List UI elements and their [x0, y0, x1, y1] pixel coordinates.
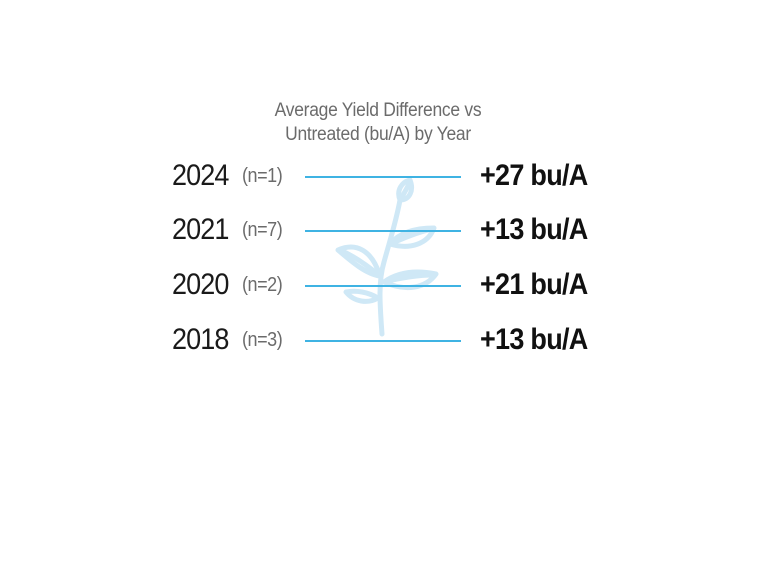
- row-yield-value: +13 bu/A: [480, 213, 588, 246]
- row-year: 2021: [172, 213, 229, 246]
- row-yield-value: +21 bu/A: [480, 268, 588, 301]
- row-sample-count: (n=3): [242, 329, 283, 351]
- year-row-2018: 2018 (n=3) +13 bu/A: [0, 320, 774, 360]
- chart-title-line-2: Untreated (bu/A) by Year: [285, 124, 471, 145]
- row-connector-line: [305, 230, 461, 232]
- year-row-2021: 2021 (n=7) +13 bu/A: [0, 210, 774, 250]
- row-yield-value: +13 bu/A: [480, 323, 588, 356]
- row-year: 2024: [172, 159, 229, 192]
- chart-title: Average Yield Difference vs Untreated (b…: [233, 99, 524, 147]
- year-row-2024: 2024 (n=1) +27 bu/A: [0, 156, 774, 196]
- row-sample-count: (n=7): [242, 219, 283, 241]
- row-connector-line: [305, 285, 461, 287]
- row-year: 2020: [172, 268, 229, 301]
- row-sample-count: (n=1): [242, 165, 283, 187]
- row-year: 2018: [172, 323, 229, 356]
- row-yield-value: +27 bu/A: [480, 159, 588, 192]
- plant-sprout-icon: [335, 178, 439, 337]
- row-connector-line: [305, 340, 461, 342]
- chart-title-line-1: Average Yield Difference vs: [274, 100, 482, 121]
- row-connector-line: [305, 176, 461, 178]
- year-row-2020: 2020 (n=2) +21 bu/A: [0, 265, 774, 305]
- row-sample-count: (n=2): [242, 274, 283, 296]
